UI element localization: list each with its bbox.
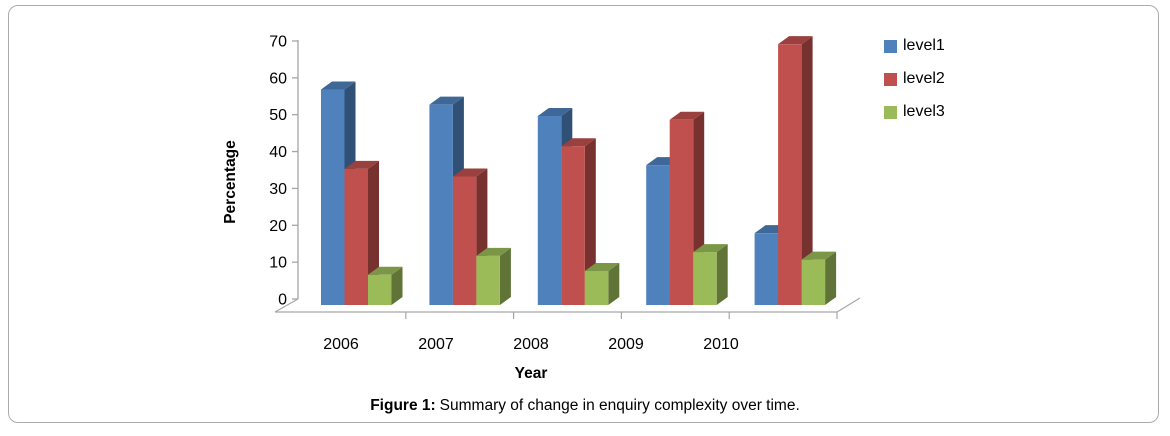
- legend-label: level3: [903, 103, 945, 120]
- bar-level3-2008: [584, 262, 620, 305]
- x-category-label: 2010: [703, 336, 739, 353]
- legend: level1 level2 level3: [884, 37, 945, 136]
- y-tick-label: 20: [269, 218, 287, 235]
- x-category-label: 2007: [418, 336, 454, 353]
- legend-item: level2: [884, 70, 945, 88]
- y-tick-label: 70: [269, 33, 287, 50]
- bar-level3-2007: [476, 247, 511, 305]
- y-tick-label: 30: [269, 181, 287, 198]
- x-category-label: 2008: [513, 336, 549, 353]
- bar-level3-2009: [693, 244, 728, 305]
- caption-text: Summary of change in enquiry complexity …: [439, 397, 800, 414]
- legend-swatch-icon: [884, 39, 897, 53]
- y-tick-label: 40: [269, 144, 287, 161]
- legend-label: level1: [903, 37, 945, 54]
- caption-label: Figure 1:: [370, 397, 436, 414]
- bar-level3-2006: [368, 266, 403, 305]
- bar-level2-2008: [561, 138, 596, 305]
- y-tick-label: 10: [269, 255, 287, 272]
- x-axis-title: Year: [514, 365, 548, 382]
- y-tick-label: 0: [278, 292, 287, 309]
- bar-level2-2010: [778, 36, 813, 306]
- y-tick-label: 60: [269, 70, 287, 87]
- y-tick-label: 50: [269, 107, 287, 124]
- legend-item: level1: [884, 37, 945, 55]
- legend-swatch-icon: [884, 72, 897, 86]
- legend-swatch-icon: [884, 105, 897, 119]
- figure-caption: Figure 1: Summary of change in enquiry co…: [0, 397, 1170, 415]
- legend-item: level3: [884, 103, 945, 121]
- y-axis-title: Percentage: [222, 140, 239, 224]
- x-category-label: 2009: [608, 336, 644, 353]
- bar-level3-2010: [801, 251, 837, 305]
- legend-label: level2: [903, 70, 945, 87]
- x-category-label: 2006: [323, 336, 359, 353]
